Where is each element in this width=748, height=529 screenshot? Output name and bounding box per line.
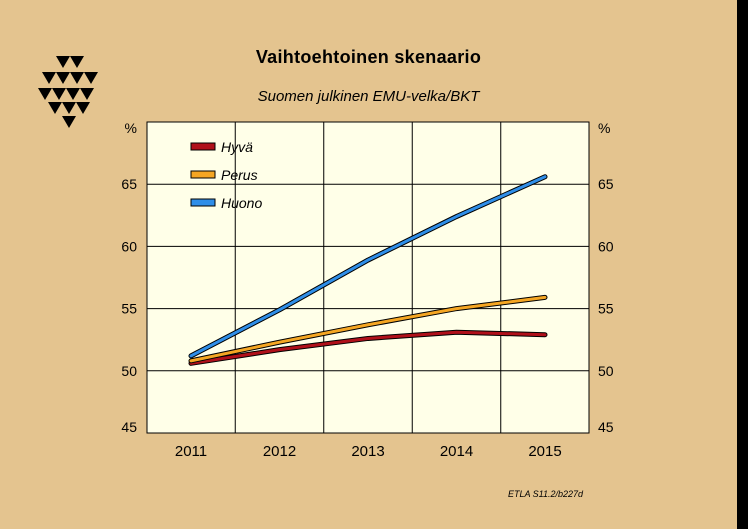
y-tick-right-55: 55 [598,301,614,317]
y-axis-right: 45 50 55 60 65% [598,120,614,435]
series-lines [188,174,548,366]
legend-swatch-1 [190,170,216,179]
y-tick-left-45: 45 [121,419,137,435]
y-unit-right: % [598,120,610,136]
legend-label-0: Hyvä [221,139,253,155]
legend-swatch-0 [190,142,216,151]
source-note: ETLA S11.2/b227d [508,489,584,499]
series-line-2 [189,175,547,358]
plot-area [146,121,590,434]
legend: Hyvä Perus Huono [190,139,262,211]
y-tick-left-65: 65 [121,176,137,192]
x-tick-2012: 2012 [263,443,296,460]
series-line-1 [189,295,547,363]
series-line-0 [189,330,547,365]
x-tick-2011: 2011 [175,443,207,460]
y-tick-right-50: 50 [598,363,614,379]
legend-label-2: Huono [221,195,262,211]
y-tick-right-60: 60 [598,238,614,254]
y-axis-left: 45 50 55 60 65% [121,120,137,435]
legend-label-1: Perus [221,167,258,183]
x-tick-2013: 2013 [351,443,384,460]
y-tick-left-55: 55 [121,301,137,317]
y-unit-left: % [125,120,137,136]
grid-lines [147,122,589,433]
x-tick-2015: 2015 [528,443,561,460]
y-tick-right-45: 45 [598,419,614,435]
etla-logo-icon [38,56,98,128]
y-tick-left-50: 50 [121,363,137,379]
legend-swatch-2 [190,198,216,207]
y-tick-left-60: 60 [121,238,137,254]
right-border [737,0,748,529]
chart-subtitle: Suomen julkinen EMU-velka/BKT [257,88,480,105]
x-tick-2014: 2014 [440,443,473,460]
y-tick-right-65: 65 [598,176,614,192]
x-axis: 2011 2012 2013 2014 2015 [175,443,562,460]
chart-title: Vaihtoehtoinen skenaario [255,47,482,67]
